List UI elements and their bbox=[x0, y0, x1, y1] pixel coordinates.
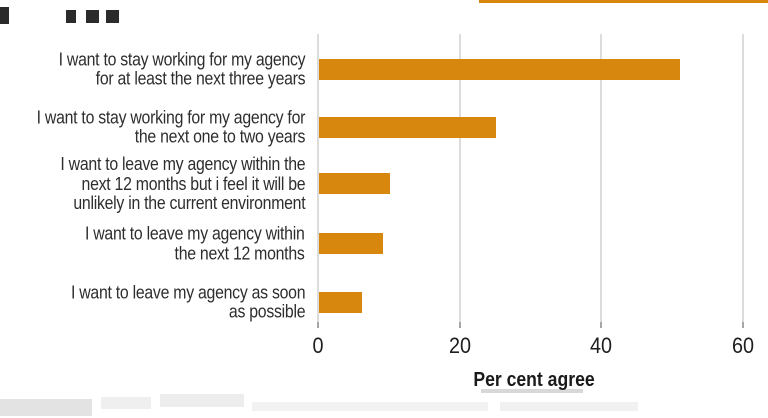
cropped-artifact-bottom bbox=[0, 399, 92, 416]
cropped-artifact-top-left bbox=[0, 7, 9, 24]
category-label-line: for at least the next three years bbox=[95, 68, 305, 89]
gridline-x-0 bbox=[317, 34, 319, 322]
bar-3 bbox=[319, 233, 383, 254]
category-label-line: I want to stay working for my agency for bbox=[36, 107, 305, 127]
category-label-line: I want to stay working for my agency bbox=[58, 49, 305, 69]
category-label-0: I want to stay working for my agency for … bbox=[58, 49, 305, 89]
category-label-line: the next one to two years bbox=[134, 126, 306, 147]
bar-4 bbox=[319, 292, 362, 313]
cropped-artifact-bottom bbox=[252, 402, 488, 411]
x-tick-label-60: 60 bbox=[731, 333, 755, 358]
cropped-artifact-bottom bbox=[481, 389, 583, 393]
cropped-artifact-top-left bbox=[86, 10, 99, 23]
cropped-artifact-orange-bar-top bbox=[479, 0, 768, 3]
cropped-artifact-bottom bbox=[500, 402, 638, 411]
tick-mark-x-0 bbox=[317, 322, 319, 328]
category-label-4: I want to leave my agency as soon as poss… bbox=[70, 282, 306, 322]
category-label-line: I want to leave my agency within bbox=[85, 223, 305, 244]
x-tick-label-20: 20 bbox=[448, 333, 471, 358]
x-tick-label-0: 0 bbox=[312, 333, 324, 358]
cropped-artifact-bottom bbox=[101, 397, 151, 409]
category-label-line: I want to leave my agency within the bbox=[60, 153, 305, 174]
cropped-artifact-bottom bbox=[160, 394, 244, 407]
tick-mark-x-60 bbox=[742, 322, 744, 328]
tick-mark-x-20 bbox=[458, 322, 461, 328]
cropped-artifact-top-left bbox=[66, 10, 76, 23]
gridline-x-60 bbox=[742, 34, 744, 322]
bar-2 bbox=[319, 173, 390, 194]
x-axis-title: Per cent agree bbox=[473, 369, 595, 391]
cropped-artifact-top-left bbox=[106, 10, 119, 23]
category-label-line: unlikely in the current environment bbox=[72, 192, 305, 213]
gridline-x-20 bbox=[458, 34, 461, 322]
bar-1 bbox=[319, 117, 496, 138]
category-label-2: I want to leave my agency within the next… bbox=[60, 153, 306, 214]
category-label-line: the next 12 months bbox=[175, 243, 305, 263]
category-label-3: I want to leave my agency within the next… bbox=[85, 223, 305, 264]
bar-0 bbox=[319, 59, 680, 80]
category-label-1: I want to stay working for my agency for… bbox=[36, 107, 306, 147]
tick-mark-x-40 bbox=[600, 322, 603, 328]
category-label-line: next 12 months but i feel it will be bbox=[81, 173, 306, 194]
category-label-line: I want to leave my agency as soon bbox=[70, 282, 306, 302]
x-tick-label-40: 40 bbox=[590, 333, 613, 358]
gridline-x-40 bbox=[600, 34, 603, 322]
category-label-line: as possible bbox=[228, 301, 306, 322]
